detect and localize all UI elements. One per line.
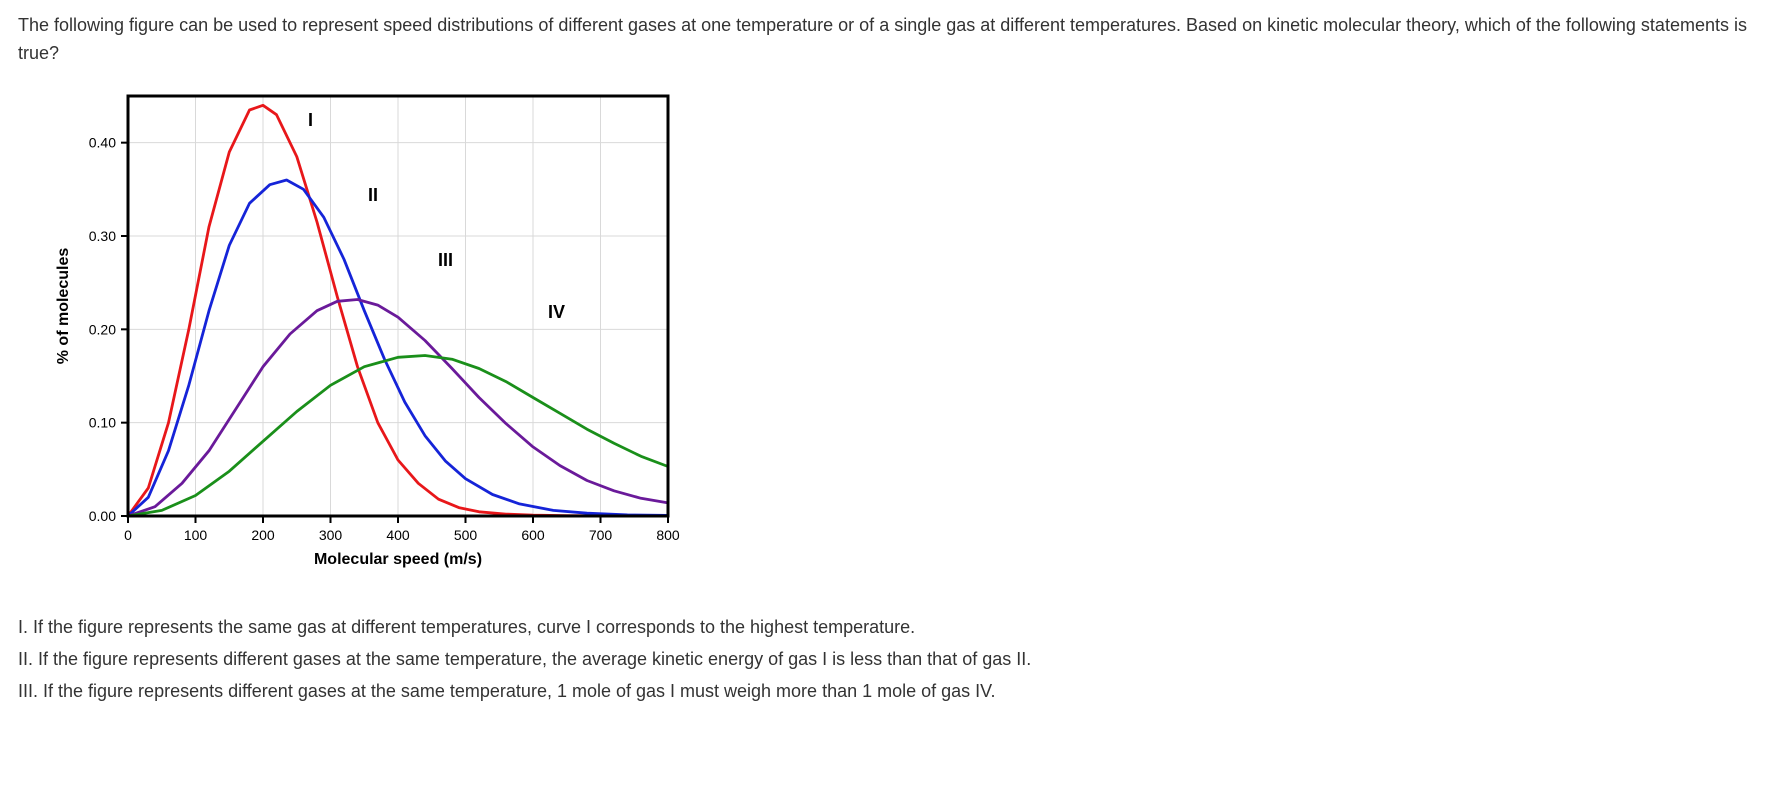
y-tick-label: 0.00 <box>89 508 116 524</box>
y-axis-label: % of molecules <box>55 247 72 364</box>
statement-1: I. If the figure represents the same gas… <box>18 614 1747 642</box>
chart-svg: 0 100 200 300 400 500 600 700 800 0.00 0.10 0.20 0.3… <box>48 86 748 586</box>
x-tick-label: 600 <box>521 527 545 543</box>
question-page: The following figure can be used to repr… <box>0 0 1765 739</box>
curve-label-III: III <box>438 250 453 270</box>
x-axis-label: Molecular speed (m/s) <box>314 551 482 568</box>
answer-statements: I. If the figure represents the same gas… <box>18 614 1747 706</box>
x-tick-label: 0 <box>124 527 132 543</box>
x-tick-label: 500 <box>454 527 478 543</box>
x-tick-label: 800 <box>656 527 680 543</box>
y-tick-label: 0.20 <box>89 321 116 337</box>
curve-label-II: II <box>368 185 378 205</box>
x-tick-label: 300 <box>319 527 343 543</box>
x-tick-label: 100 <box>184 527 208 543</box>
x-tick-label: 400 <box>386 527 410 543</box>
curve-label-I: I <box>308 110 313 130</box>
speed-distribution-chart: 0 100 200 300 400 500 600 700 800 0.00 0.10 0.20 0.3… <box>48 86 748 586</box>
statement-2: II. If the figure represents different g… <box>18 646 1747 674</box>
curve-label-IV: IV <box>548 302 565 322</box>
statement-3: III. If the figure represents different … <box>18 678 1747 706</box>
x-tick-label: 700 <box>589 527 613 543</box>
y-tick-label: 0.10 <box>89 414 116 430</box>
question-stem: The following figure can be used to repr… <box>18 12 1747 68</box>
y-tick-label: 0.40 <box>89 134 116 150</box>
y-tick-label: 0.30 <box>89 228 116 244</box>
x-tick-label: 200 <box>251 527 275 543</box>
